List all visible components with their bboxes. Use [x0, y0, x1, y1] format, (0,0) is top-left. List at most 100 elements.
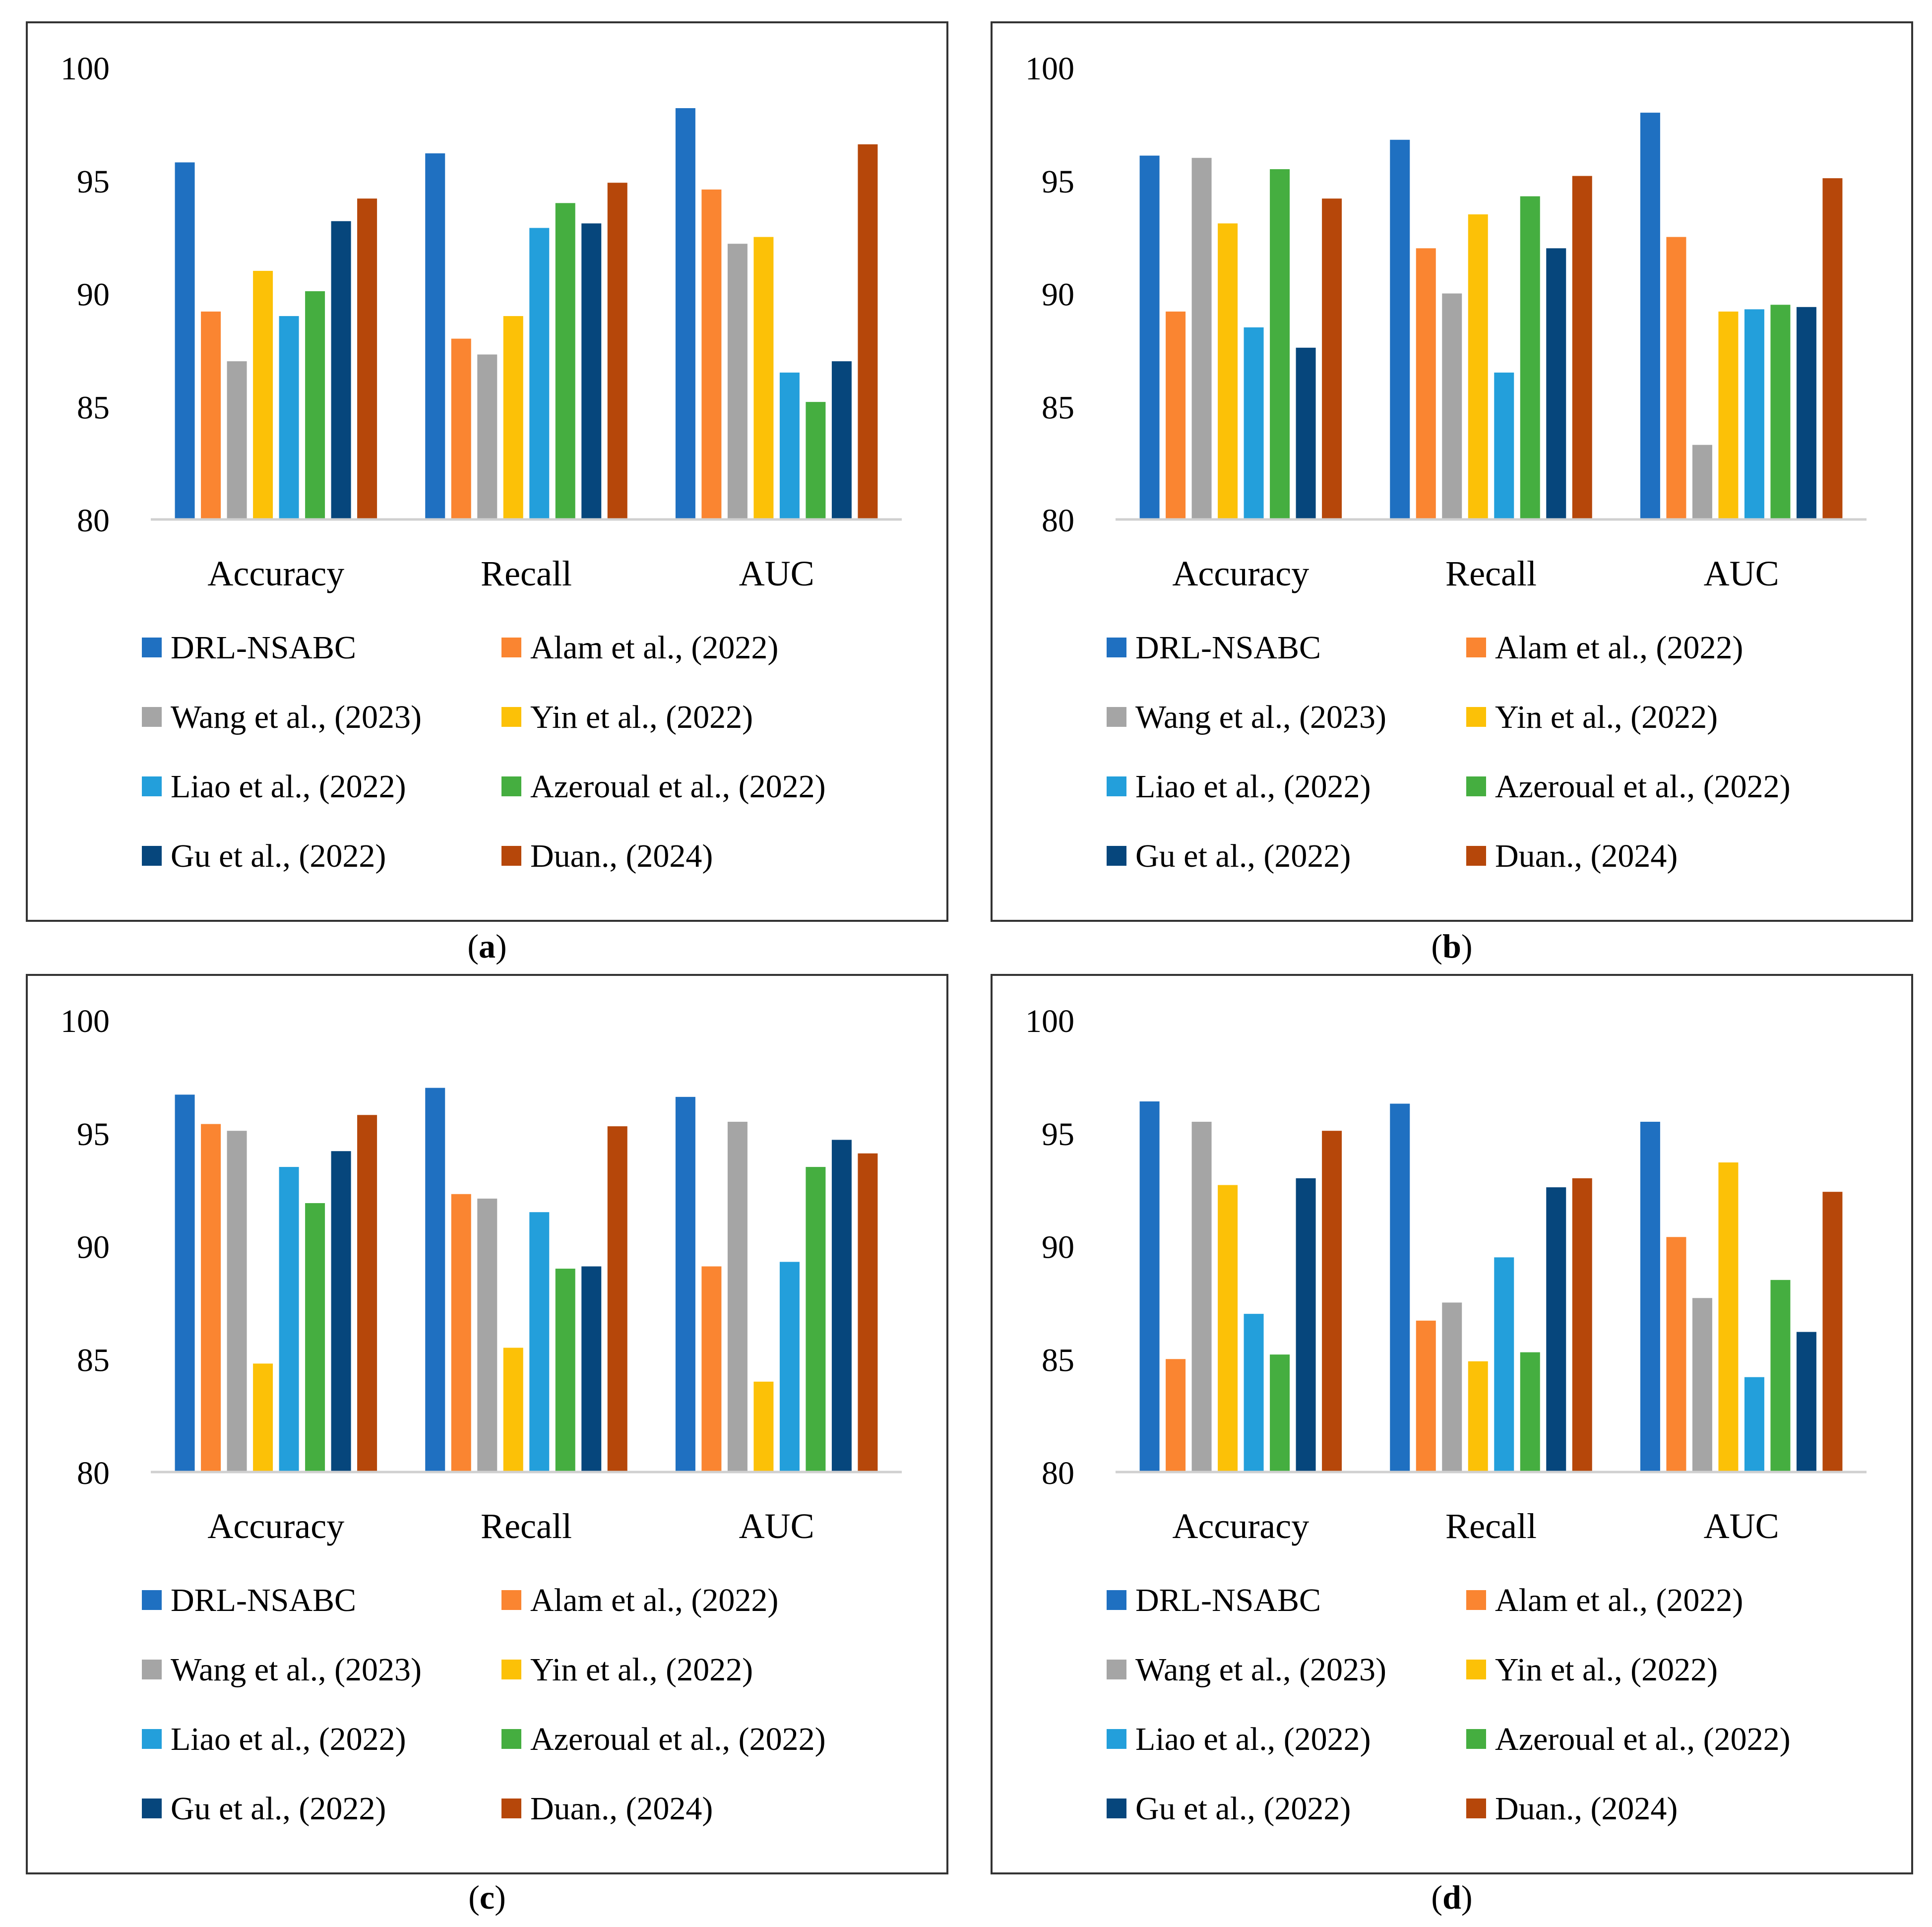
y-tick-label: 80 [77, 1455, 110, 1491]
bar [331, 221, 351, 519]
bar [1166, 1359, 1186, 1472]
bar [1770, 305, 1791, 519]
legend-swatch [1466, 1729, 1486, 1749]
bar [1166, 311, 1186, 519]
bar [279, 316, 299, 519]
legend-label: DRL-NSABC [1135, 630, 1321, 666]
panel-label-b: b [1442, 927, 1461, 965]
legend-swatch [142, 1660, 162, 1679]
legend-swatch [1107, 1660, 1126, 1679]
legend-swatch [1466, 707, 1486, 727]
panel-label-a: a [479, 927, 496, 965]
bar [675, 1096, 695, 1472]
legend-swatch [501, 1799, 521, 1818]
bar [253, 270, 273, 519]
legend-swatch [501, 846, 521, 866]
bar [357, 1115, 377, 1472]
legend-label: Alam et al., (2022) [1495, 1582, 1743, 1618]
bar [1416, 1320, 1436, 1472]
bar [253, 1363, 273, 1472]
y-tick-label: 80 [1042, 503, 1074, 539]
chart-panel-c: 80 85 90 95 100 Accuracy Recall AUC DRL-NSABC Ala… [26, 974, 948, 1874]
bar [1191, 158, 1212, 519]
x-tick-label: Accuracy [207, 554, 344, 593]
bar [1494, 1257, 1514, 1472]
legend-label: Azeroual et al., (2022) [530, 1721, 826, 1757]
legend-label: DRL-NSABC [1135, 1582, 1321, 1618]
legend-swatch [501, 776, 521, 796]
bar [753, 1381, 774, 1472]
bar [1572, 1178, 1592, 1472]
bar [1442, 1302, 1462, 1472]
x-tick-label: AUC [739, 1506, 814, 1546]
chart-svg-b: 80 85 90 95 100 Accuracy Recall AUC DRL-NSABC Ala… [1025, 51, 1867, 874]
legend-swatch [1466, 1660, 1486, 1679]
bar [727, 1121, 748, 1472]
bar [607, 183, 627, 519]
legend-swatch [501, 638, 521, 657]
legend-swatch [501, 707, 521, 727]
bar [1796, 1332, 1816, 1472]
legend-label: DRL-NSABC [171, 630, 356, 666]
legend-label: Liao et al., (2022) [1135, 1721, 1371, 1757]
y-tick-label: 85 [1042, 389, 1074, 426]
legend-label: Alam et al., (2022) [530, 630, 778, 666]
bar [581, 1266, 602, 1472]
bar [831, 361, 852, 519]
bar [1139, 155, 1160, 519]
y-tick-label: 90 [1042, 1229, 1074, 1266]
bar [858, 144, 878, 519]
bar [357, 198, 377, 519]
bar [806, 1167, 826, 1472]
legend-label: Gu et al., (2022) [1135, 838, 1351, 874]
bar [175, 162, 195, 519]
bar [607, 1126, 627, 1472]
legend-swatch [1466, 638, 1486, 657]
panel-label-c: c [479, 1878, 495, 1916]
bar [1666, 237, 1686, 519]
bar [425, 153, 445, 520]
bar [305, 1203, 325, 1472]
x-tick-label: AUC [1704, 554, 1779, 593]
legend-label: Alam et al., (2022) [1495, 630, 1743, 666]
bar [1718, 311, 1739, 519]
x-tick-label: Accuracy [1172, 1506, 1309, 1546]
bar [1744, 1377, 1764, 1472]
bar [1822, 1192, 1843, 1472]
y-tick-label: 95 [1042, 1116, 1074, 1153]
legend-swatch [1466, 1799, 1486, 1818]
bar [175, 1094, 195, 1472]
legend-label: Yin et al., (2022) [1495, 1652, 1718, 1688]
bar [503, 316, 523, 519]
bar [1468, 1361, 1488, 1472]
bar [331, 1151, 351, 1472]
legend-label: Wang et al., (2023) [171, 699, 422, 735]
bar [1322, 1131, 1342, 1472]
y-tick-label: 100 [61, 51, 110, 87]
y-tick-label: 90 [77, 1229, 110, 1266]
bar [1191, 1121, 1212, 1472]
bar [1296, 347, 1316, 519]
bar [1218, 1185, 1238, 1472]
legend-label: Duan., (2024) [530, 838, 713, 874]
bar [305, 291, 325, 519]
bar [529, 228, 550, 519]
bar [1270, 1354, 1290, 1472]
bar [1244, 327, 1264, 519]
bar [1718, 1162, 1739, 1472]
legend-label: Wang et al., (2023) [1135, 1652, 1386, 1688]
legend-swatch [1107, 1590, 1126, 1610]
legend-label: Yin et al., (2022) [530, 699, 753, 735]
y-tick-label: 90 [77, 277, 110, 313]
bar [279, 1167, 299, 1472]
x-tick-label: Recall [481, 1506, 572, 1546]
chart-svg-c: 80 85 90 95 100 Accuracy Recall AUC DRL-NSABC Ala… [61, 1003, 902, 1827]
legend-label: Gu et al., (2022) [1135, 1791, 1351, 1827]
legend-label: Azeroual et al., (2022) [1495, 769, 1791, 805]
bar [701, 189, 722, 520]
bar [1494, 372, 1514, 519]
bar [1692, 445, 1712, 519]
legend-label: Duan., (2024) [1495, 838, 1678, 874]
chart-svg-d: 80 85 90 95 100 Accuracy Recall AUC DRL-NSABC Ala… [1025, 1003, 1867, 1827]
legend-swatch [1107, 1729, 1126, 1749]
